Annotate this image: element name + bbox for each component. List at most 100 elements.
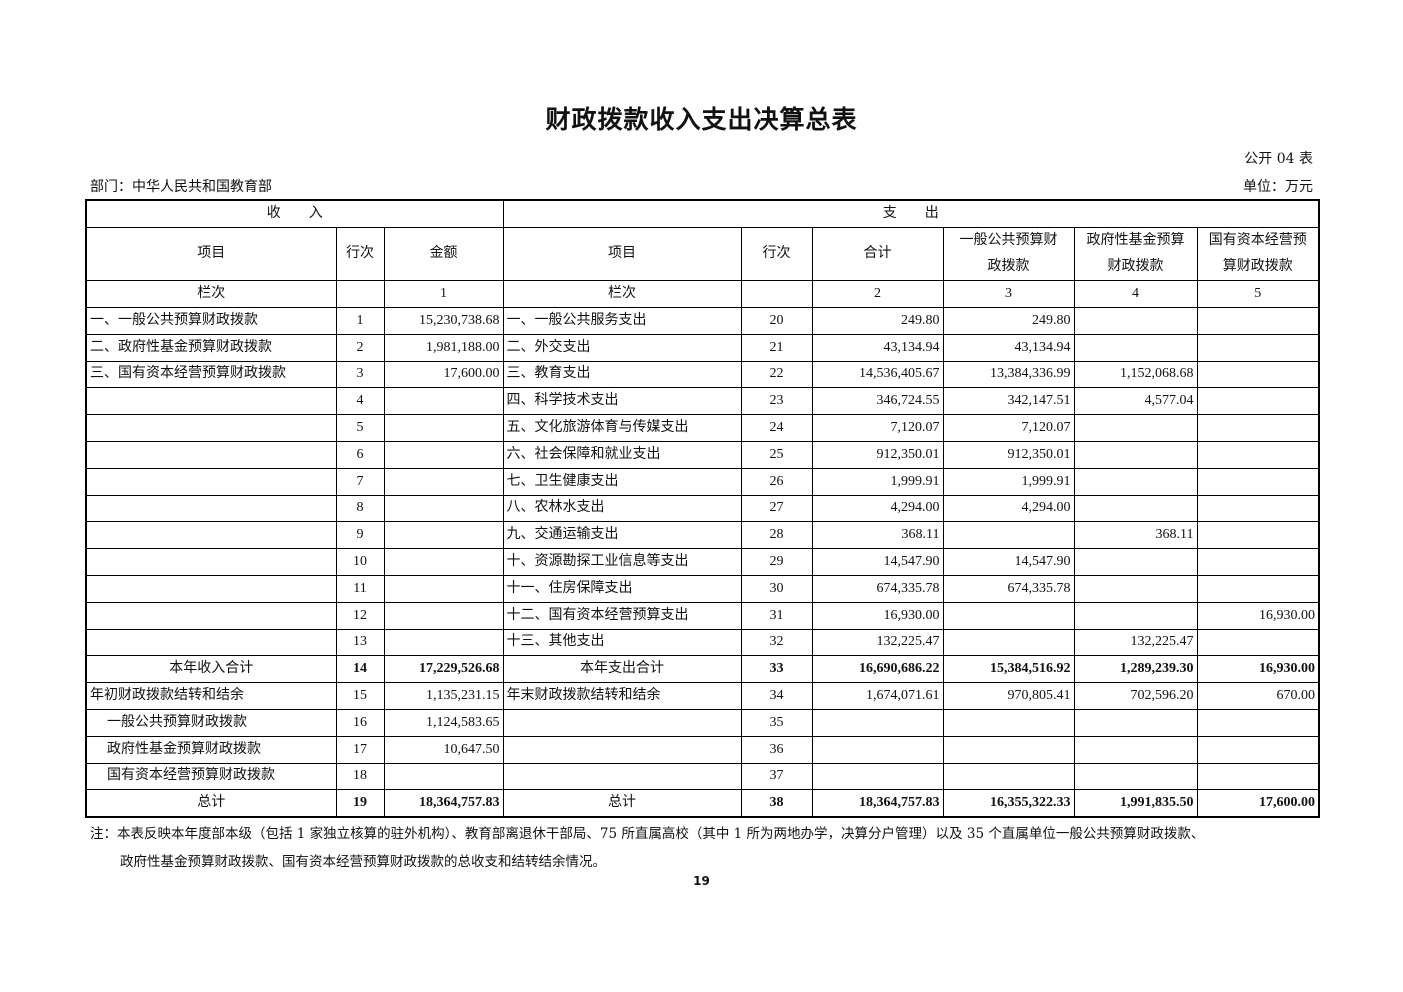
income-amount-cell <box>383 440 504 469</box>
header-amount: 金额 <box>383 227 504 281</box>
income-item-cell: 二、政府性基金预算财政拨款 <box>85 333 337 362</box>
expense-fund-cell <box>1073 735 1198 764</box>
expense-state-cell <box>1196 440 1320 469</box>
income-line-cell: 15 <box>335 682 385 710</box>
income-item-cell: 年初财政拨款结转和结余 <box>85 682 337 710</box>
income-line-cell: 19 <box>335 789 385 818</box>
header-expense-line: 行次 <box>740 227 813 281</box>
income-item-cell <box>85 628 337 657</box>
expense-state-cell <box>1196 735 1320 764</box>
column-label-income: 栏次 <box>85 280 337 308</box>
expense-state-cell <box>1196 333 1320 362</box>
income-item-cell <box>85 494 337 523</box>
expense-line-cell: 27 <box>740 494 813 523</box>
expense-total-cell: 14,536,405.67 <box>811 360 944 389</box>
expense-total-cell: 43,134.94 <box>811 333 944 362</box>
income-item-cell: 政府性基金预算财政拨款 <box>85 735 337 764</box>
income-line-cell: 10 <box>335 548 385 576</box>
income-amount-cell: 17,229,526.68 <box>383 655 504 684</box>
table-row: 一、一般公共预算财政拨款 1 15,230,738.68 一、一般公共服务支出 20 24… <box>85 307 1320 335</box>
expense-line-cell: 23 <box>740 387 813 416</box>
expense-general-cell <box>942 708 1075 737</box>
income-item-cell: 总计 <box>85 789 337 818</box>
income-amount-cell: 1,981,188.00 <box>383 333 504 362</box>
expense-total-cell: 18,364,757.83 <box>811 789 944 818</box>
expense-general-cell <box>942 628 1075 657</box>
table-row: 9 九、交通运输支出 28 368.11 368.11 <box>85 521 1320 550</box>
income-amount-cell <box>383 494 504 523</box>
income-line-cell: 3 <box>335 360 385 389</box>
section-header-row: 收 入 支 出 <box>85 199 1320 228</box>
income-item-cell: 本年收入合计 <box>85 655 337 684</box>
expense-total-cell <box>811 762 944 791</box>
expense-general-cell: 7,120.07 <box>942 414 1075 442</box>
empty-cell <box>740 280 813 308</box>
expense-line-cell: 31 <box>740 601 813 630</box>
expense-item-cell: 十、资源勘探工业信息等支出 <box>502 548 742 576</box>
expense-state-cell <box>1196 467 1320 496</box>
expense-total-cell: 912,350.01 <box>811 440 944 469</box>
table-row: 年初财政拨款结转和结余 15 1,135,231.15 年末财政拨款结转和结余 34 1,… <box>85 682 1320 710</box>
income-amount-cell: 1,124,583.65 <box>383 708 504 737</box>
expense-item-cell <box>502 762 742 791</box>
expense-total-cell: 14,547.90 <box>811 548 944 576</box>
expense-fund-cell <box>1073 762 1198 791</box>
expense-general-cell: 16,355,322.33 <box>942 789 1075 818</box>
expense-total-cell: 368.11 <box>811 521 944 550</box>
income-line-cell: 7 <box>335 467 385 496</box>
income-amount-cell <box>383 548 504 576</box>
expense-fund-cell: 1,289,239.30 <box>1073 655 1198 684</box>
income-item-cell <box>85 601 337 630</box>
expense-line-cell: 38 <box>740 789 813 818</box>
income-item-cell <box>85 387 337 416</box>
table-row: 国有资本经营预算财政拨款 18 37 <box>85 762 1320 791</box>
income-line-cell: 13 <box>335 628 385 657</box>
expense-line-cell: 26 <box>740 467 813 496</box>
income-item-cell: 一般公共预算财政拨款 <box>85 708 337 737</box>
income-amount-cell <box>383 628 504 657</box>
income-line-cell: 5 <box>335 414 385 442</box>
expense-general-cell: 970,805.41 <box>942 682 1075 710</box>
expense-item-cell: 总计 <box>502 789 742 818</box>
column-number-row: 栏次 1 栏次 2 3 4 5 <box>85 280 1320 308</box>
income-line-cell: 9 <box>335 521 385 550</box>
expense-total-cell: 1,999.91 <box>811 467 944 496</box>
expense-state-cell <box>1196 360 1320 389</box>
income-item-cell: 国有资本经营预算财政拨款 <box>85 762 337 791</box>
header-income-line: 行次 <box>335 227 385 281</box>
expense-item-cell: 四、科学技术支出 <box>502 387 742 416</box>
table-row: 总计 19 18,364,757.83 总计 38 18,364,757.83 16,355… <box>85 789 1320 818</box>
expense-line-cell: 22 <box>740 360 813 389</box>
expense-item-cell: 一、一般公共服务支出 <box>502 307 742 335</box>
expense-item-cell: 十一、住房保障支出 <box>502 574 742 603</box>
table-row: 12 十二、国有资本经营预算支出 31 16,930.00 16,930.00 <box>85 601 1320 630</box>
income-amount-cell <box>383 521 504 550</box>
expense-state-cell <box>1196 307 1320 335</box>
expense-fund-cell: 1,991,835.50 <box>1073 789 1198 818</box>
expense-item-cell: 九、交通运输支出 <box>502 521 742 550</box>
income-amount-cell: 18,364,757.83 <box>383 789 504 818</box>
income-amount-cell <box>383 601 504 630</box>
page-number: 19 <box>693 874 710 888</box>
table-row: 10 十、资源勘探工业信息等支出 29 14,547.90 14,547.90 <box>85 548 1320 576</box>
expense-total-cell: 674,335.78 <box>811 574 944 603</box>
expense-item-cell: 八、农林水支出 <box>502 494 742 523</box>
expense-general-cell: 43,134.94 <box>942 333 1075 362</box>
expense-fund-cell <box>1073 494 1198 523</box>
income-line-cell: 14 <box>335 655 385 684</box>
expense-general-cell: 912,350.01 <box>942 440 1075 469</box>
page-title: 财政拨款收入支出决算总表 <box>545 105 858 134</box>
expense-line-cell: 24 <box>740 414 813 442</box>
income-line-cell: 4 <box>335 387 385 416</box>
expense-total-cell: 1,674,071.61 <box>811 682 944 710</box>
expense-item-cell: 十三、其他支出 <box>502 628 742 657</box>
expense-line-cell: 28 <box>740 521 813 550</box>
empty-cell <box>335 280 385 308</box>
income-item-cell: 一、一般公共预算财政拨款 <box>85 307 337 335</box>
header-income-item: 项目 <box>85 227 337 281</box>
footnote-line-1: 注：本表反映本年度部本级（包括 1 家独立核算的驻外机构）、教育部离退休干部局、… <box>90 826 1205 842</box>
expense-line-cell: 37 <box>740 762 813 791</box>
unit-label: 单位：万元 <box>1243 179 1313 195</box>
expense-fund-cell: 4,577.04 <box>1073 387 1198 416</box>
expense-line-cell: 20 <box>740 307 813 335</box>
